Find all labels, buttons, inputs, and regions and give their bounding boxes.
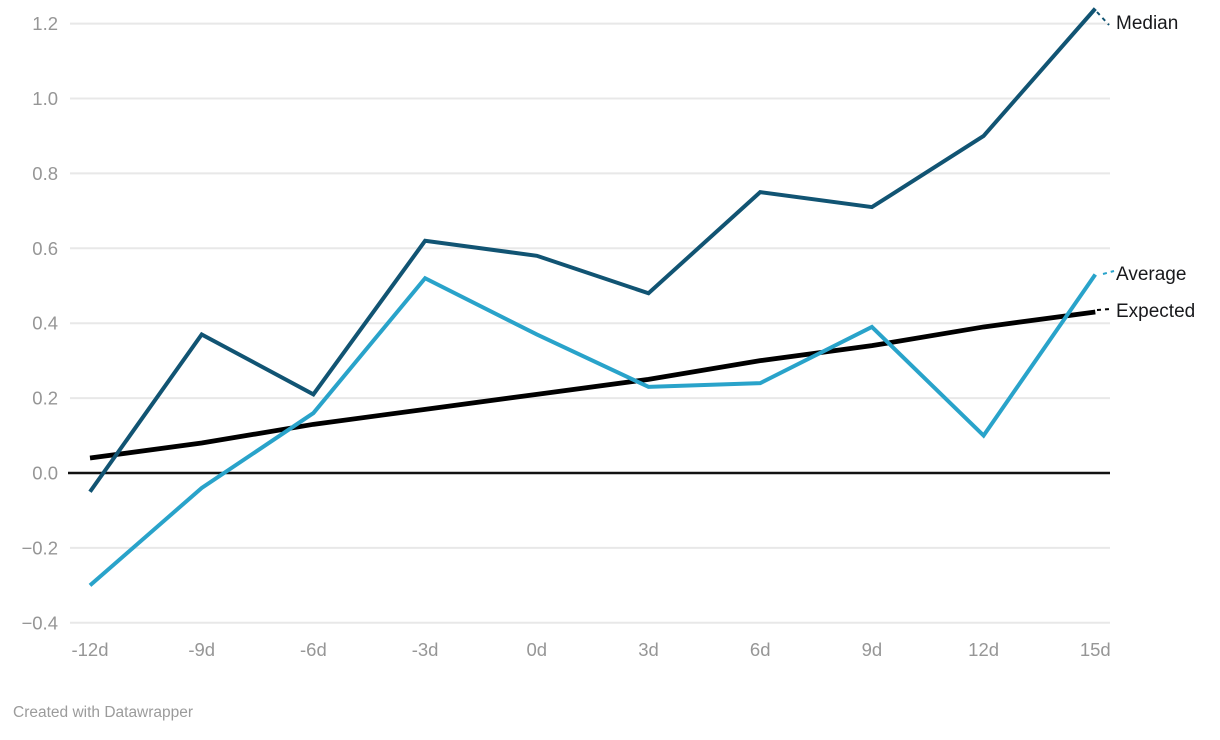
y-tick-label: 0.6 xyxy=(32,238,58,259)
series-line-expected xyxy=(89,309,1096,461)
y-tick-label: 0.0 xyxy=(32,463,58,484)
y-tick-label: −0.2 xyxy=(21,537,58,558)
y-tick-label: 0.2 xyxy=(32,388,58,409)
x-tick-label: -3d xyxy=(412,639,439,660)
credit-line: Created with Datawrapper xyxy=(13,704,194,721)
y-tick-label: −0.4 xyxy=(21,612,58,633)
series-label-average: Average xyxy=(1116,263,1187,285)
x-tick-label: 9d xyxy=(862,639,883,660)
series-label-median: Median xyxy=(1116,13,1179,34)
x-tick-label: 3d xyxy=(638,639,659,660)
series-label-expected: Expected xyxy=(1116,300,1196,322)
x-tick-label: 0d xyxy=(527,639,548,660)
y-tick-label: 1.0 xyxy=(32,88,58,109)
label-connector-median xyxy=(1096,11,1110,26)
label-connector-expected xyxy=(1096,308,1111,311)
label-connector-average xyxy=(1102,270,1115,275)
y-tick-label: 0.8 xyxy=(32,163,58,184)
series-line-average xyxy=(88,273,1097,587)
series-line-median xyxy=(88,7,1097,493)
y-tick-label: 0.4 xyxy=(32,313,58,334)
x-tick-label: 12d xyxy=(968,639,999,660)
y-tick-label: 1.2 xyxy=(32,13,58,34)
x-tick-label: -9d xyxy=(188,639,215,660)
x-tick-label: 6d xyxy=(750,639,771,660)
x-tick-label: 15d xyxy=(1080,639,1111,660)
x-tick-label: -12d xyxy=(71,639,108,660)
x-tick-label: -6d xyxy=(300,639,327,660)
